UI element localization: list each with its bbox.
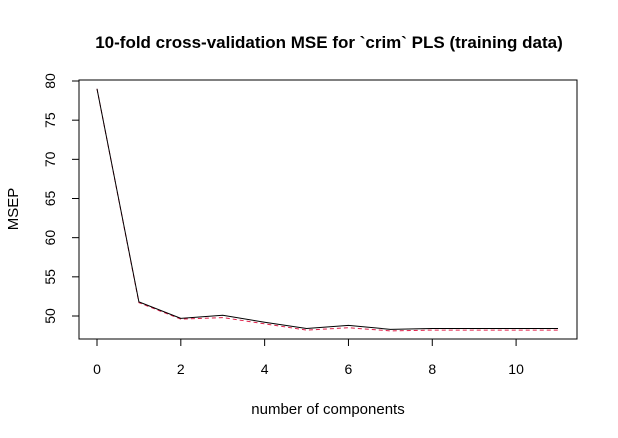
x-tick-label: 4 (261, 361, 269, 377)
y-tick-label: 60 (42, 230, 58, 246)
y-tick-label: 70 (42, 151, 58, 167)
series-line-solid (96, 88, 558, 330)
series-layer (96, 88, 558, 332)
y-tick-label: 50 (42, 308, 58, 324)
y-tick-label: 65 (42, 191, 58, 207)
x-tick-label: 10 (508, 361, 524, 377)
x-tick-label: 8 (428, 361, 436, 377)
x-axis-label: number of components (251, 401, 404, 418)
plot-frame (78, 79, 578, 340)
x-tick-label: 0 (93, 361, 101, 377)
y-axis-label: MSEP (5, 188, 22, 231)
series-line-dashed (96, 88, 558, 332)
x-tick-label: 6 (345, 361, 353, 377)
chart-title: 10-fold cross-validation MSE for `crim` … (95, 33, 563, 52)
y-tick-label: 75 (42, 112, 58, 128)
x-tick-label: 2 (177, 361, 185, 377)
y-axis: 50 55 60 65 70 75 80 (42, 73, 79, 324)
x-axis: 0 2 4 6 8 10 (93, 339, 524, 377)
y-tick-label: 80 (42, 73, 58, 89)
y-tick-label: 55 (42, 269, 58, 285)
